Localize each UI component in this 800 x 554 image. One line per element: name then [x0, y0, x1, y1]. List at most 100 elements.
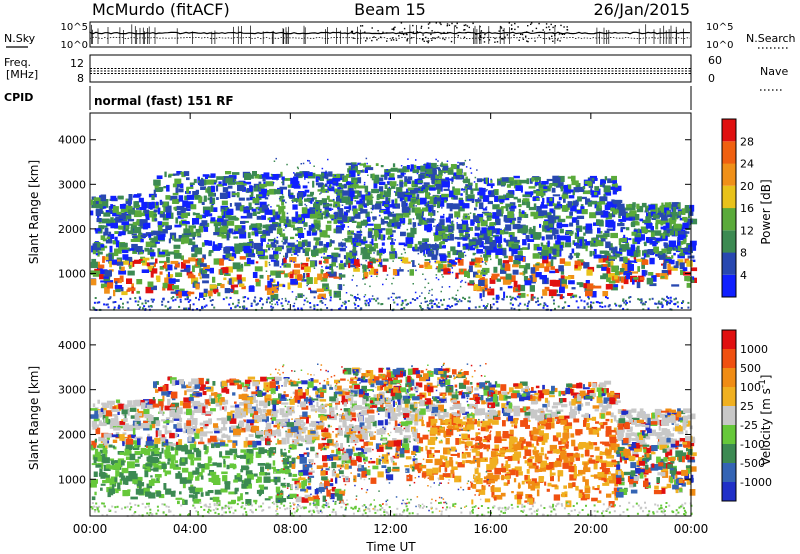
power-cell: [499, 232, 502, 238]
power-cell: [232, 262, 241, 270]
power-cell: [649, 283, 657, 287]
power-cell: [315, 175, 319, 182]
power-cell: [234, 217, 239, 221]
power-cell: [181, 237, 185, 245]
power-cell: [407, 176, 413, 181]
power-ground-cell: [205, 304, 208, 307]
power-cell: [463, 213, 468, 218]
power-ground-cell: [511, 296, 514, 299]
power-cell: [585, 245, 588, 252]
velocity-cell: [102, 457, 110, 464]
power-cell: [571, 217, 578, 223]
power-ground-cell: [150, 305, 153, 307]
power-cell: [96, 218, 102, 223]
velocity-cell: [212, 462, 217, 466]
power-cell: [125, 198, 132, 205]
velocity-cell: [227, 411, 233, 419]
power-cell: [356, 230, 363, 234]
power-cell: [172, 279, 180, 282]
power-ground-cell: [309, 306, 312, 309]
power-ground-cell: [313, 296, 316, 299]
velocity-cell: [135, 459, 140, 463]
power-ground-cell: [657, 300, 660, 303]
velocity-cell: [184, 477, 193, 481]
power-cell: [138, 259, 143, 262]
power-cell: [343, 255, 348, 260]
power-cell: [448, 190, 456, 198]
velocity-cell: [144, 470, 149, 478]
power-cell: [409, 202, 414, 208]
noise-dot: [412, 24, 414, 27]
power-cell: [554, 205, 560, 209]
power-noise-cell: [365, 157, 368, 160]
power-noise-cell: [345, 246, 348, 248]
power-cell: [374, 223, 381, 229]
velocity-cell: [247, 401, 252, 409]
power-cell: [228, 258, 233, 261]
velocity-cell: [333, 391, 338, 399]
power-cell: [410, 164, 414, 170]
power-cell: [632, 245, 636, 252]
power-cell: [356, 225, 362, 228]
power-noise-cell: [399, 170, 401, 172]
power-cell: [527, 239, 535, 242]
power-cell: [682, 216, 688, 221]
power-cell: [243, 245, 251, 252]
power-cell: [324, 257, 329, 264]
power-noise-cell: [431, 172, 433, 174]
power-cell: [313, 245, 318, 253]
power-cell: [232, 192, 240, 196]
power-cell: [629, 260, 636, 263]
power-cell: [353, 267, 360, 272]
velocity-cell: [316, 388, 320, 393]
power-noise-cell: [306, 284, 308, 287]
power-cell: [496, 209, 502, 217]
power-cell: [482, 273, 486, 277]
power-noise-cell: [406, 228, 409, 231]
power-noise-cell: [480, 255, 482, 257]
power-cell: [153, 179, 161, 186]
velocity-cell: [230, 410, 235, 413]
power-cell: [261, 215, 266, 220]
power-cell: [633, 277, 639, 280]
velocity-cell: [159, 451, 162, 459]
noise-dot: [517, 26, 519, 28]
power-cell: [536, 206, 542, 212]
power-noise-cell: [425, 196, 427, 199]
power-cell: [183, 237, 189, 244]
velocity-cell: [244, 441, 251, 447]
power-noise-cell: [369, 285, 371, 288]
power-ground-cell: [599, 305, 602, 308]
power-cell: [486, 246, 494, 251]
power-cell: [589, 212, 597, 219]
power-cell: [678, 231, 685, 235]
power-cell: [480, 220, 488, 227]
power-cell: [113, 252, 119, 257]
velocity-cell: [335, 405, 338, 410]
power-noise-cell: [342, 239, 344, 241]
power-cell: [314, 223, 319, 229]
power-cell: [225, 266, 233, 273]
power-cell: [626, 227, 630, 231]
power-ground-cell: [355, 299, 357, 302]
power-cell: [420, 249, 425, 253]
power-cell: [607, 261, 613, 268]
power-cell: [653, 209, 657, 212]
power-ground-cell: [536, 297, 539, 300]
power-cell: [473, 271, 479, 278]
power-cell: [290, 278, 298, 285]
power-cell: [221, 219, 229, 226]
velocity-cell: [185, 384, 192, 389]
power-noise-cell: [281, 240, 283, 243]
power-noise-cell: [395, 256, 397, 258]
power-noise-cell: [364, 269, 367, 271]
power-ground-cell: [546, 305, 549, 308]
velocity-cell: [193, 447, 199, 453]
power-cell: [608, 273, 616, 280]
power-cell: [168, 278, 176, 284]
power-cell: [241, 285, 246, 290]
power-cell: [636, 281, 641, 289]
power-cell: [560, 275, 565, 280]
power-cell: [211, 185, 215, 193]
velocity-cell: [274, 386, 279, 391]
